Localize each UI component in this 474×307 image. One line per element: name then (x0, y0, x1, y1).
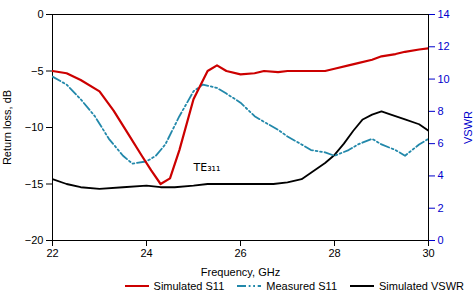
svg-text:4: 4 (438, 169, 444, 181)
html-text:Simulated S11: Simulated S11 (153, 280, 225, 292)
html-text:Simulated VSWR: Simulated VSWR (379, 280, 464, 292)
svg-text:24: 24 (140, 247, 152, 259)
svg-text:VSWR: VSWR (462, 111, 474, 144)
svg-text:26: 26 (234, 247, 246, 259)
svg-text:Return loss, dB: Return loss, dB (1, 90, 13, 165)
svg-text:−15: −15 (25, 178, 44, 190)
svg-text:12: 12 (438, 40, 450, 52)
svg-text:8: 8 (438, 105, 444, 117)
svg-text:TE₃₁₁: TE₃₁₁ (193, 161, 221, 174)
svg-text:−10: −10 (25, 121, 44, 133)
html-text:Measured S11: Measured S11 (266, 280, 337, 292)
svg-text:22: 22 (46, 247, 58, 259)
svg-text:30: 30 (422, 247, 434, 259)
svg-text:28: 28 (328, 247, 340, 259)
svg-text:0: 0 (37, 8, 43, 20)
svg-text:10: 10 (438, 73, 450, 85)
svg-text:2: 2 (438, 202, 444, 214)
svg-text:Frequency, GHz: Frequency, GHz (201, 266, 280, 278)
svg-text:0: 0 (438, 234, 444, 246)
svg-text:6: 6 (438, 137, 444, 149)
svg-text:14: 14 (438, 8, 450, 20)
svg-text:−5: −5 (31, 65, 44, 77)
svg-text:−20: −20 (25, 234, 44, 246)
